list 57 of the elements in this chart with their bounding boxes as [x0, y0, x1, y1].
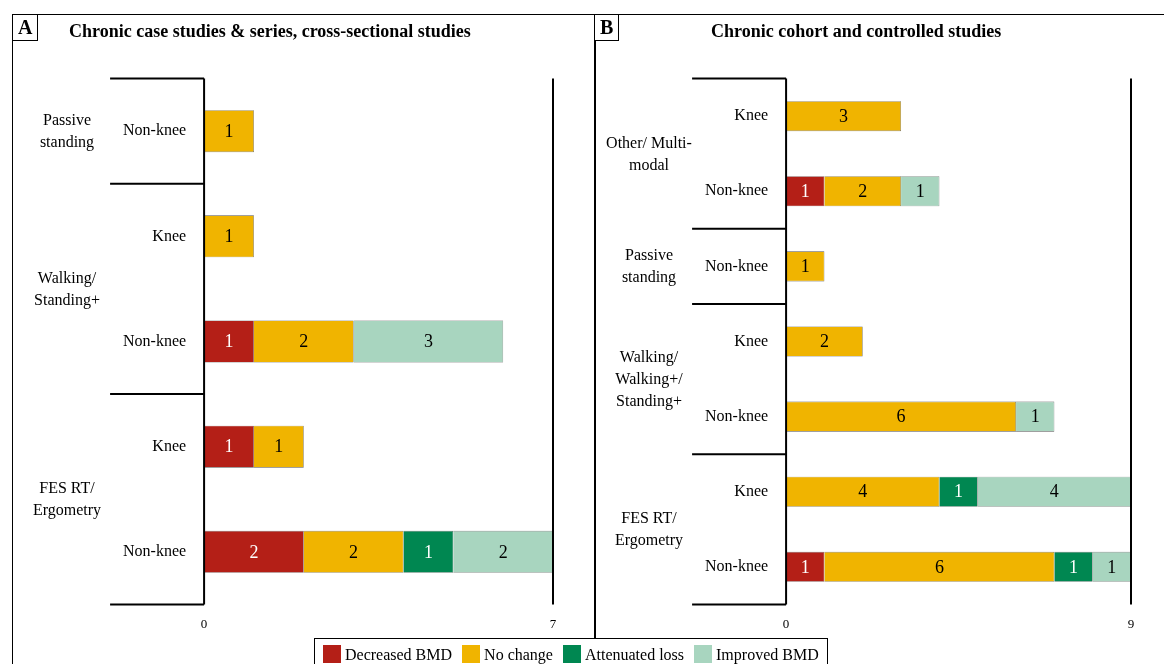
data-label: 1 [1107, 556, 1117, 577]
data-label: 4 [1049, 481, 1059, 502]
data-label: 1 [800, 256, 810, 277]
data-label: 1 [800, 181, 810, 202]
data-label: 1 [224, 120, 234, 141]
x-tick-label: 0 [200, 615, 208, 631]
y-tick-label: Non-knee [704, 256, 769, 274]
x-tick-label: 0 [782, 615, 790, 631]
text: FES RT/ Ergometry [31, 478, 103, 521]
data-label: 1 [954, 481, 964, 502]
data-label: 1 [423, 541, 433, 562]
legend-label: No change [483, 644, 553, 664]
x-tick-label: 9 [1127, 615, 1135, 631]
y-tick-label: Non-knee [122, 331, 187, 349]
legend-label: Attenuated loss [583, 644, 685, 664]
text: Walking/ Standing+ [33, 267, 101, 311]
y-tick-label: Non-knee [122, 121, 187, 139]
y-tick-label: Non-knee [704, 181, 769, 199]
text: A [12, 14, 39, 41]
text: B [594, 14, 620, 41]
data-label: 1 [224, 436, 234, 457]
data-label: 1 [1030, 406, 1040, 427]
y-tick-label: Non-knee [704, 557, 769, 575]
text: Other/ Multi-modal [605, 132, 693, 175]
data-label: 3 [839, 105, 849, 126]
data-label: 1 [224, 226, 234, 247]
data-label: 1 [224, 331, 234, 352]
text: FES RT/ Ergometry [613, 508, 685, 551]
y-tick-label: Knee [734, 481, 769, 499]
data-label: 2 [249, 541, 259, 562]
data-label: 1 [1069, 556, 1079, 577]
data-label: 1 [800, 556, 810, 577]
text: Passive standing [620, 245, 678, 288]
data-label: 6 [896, 406, 906, 427]
legend-label: Decreased BMD [344, 644, 453, 664]
y-tick-label: Non-knee [122, 542, 187, 560]
y-tick-label: Knee [734, 106, 769, 124]
legend-label: Improved BMD [715, 644, 819, 664]
data-label: 1 [274, 436, 284, 457]
data-label: 6 [934, 556, 944, 577]
chart-title: Chronic case studies & series, cross-sectional studies [69, 21, 471, 42]
text: Walking/ Walking+/ Standing+ [614, 347, 684, 412]
chart-title: Chronic cohort and controlled studies [711, 21, 1002, 42]
text: Passive standing [38, 110, 96, 153]
data-label: 1 [915, 181, 925, 202]
y-tick-label: Non-knee [704, 406, 769, 424]
data-label: 2 [349, 541, 359, 562]
data-label: 2 [819, 331, 829, 352]
data-label: 2 [498, 541, 508, 562]
y-tick-label: Knee [152, 226, 187, 244]
x-tick-label: 7 [549, 615, 557, 631]
y-tick-label: Knee [734, 331, 769, 349]
data-label: 3 [423, 331, 433, 352]
y-tick-label: Knee [152, 436, 187, 454]
data-label: 2 [858, 181, 868, 202]
data-label: 4 [858, 481, 868, 502]
data-label: 2 [299, 331, 309, 352]
